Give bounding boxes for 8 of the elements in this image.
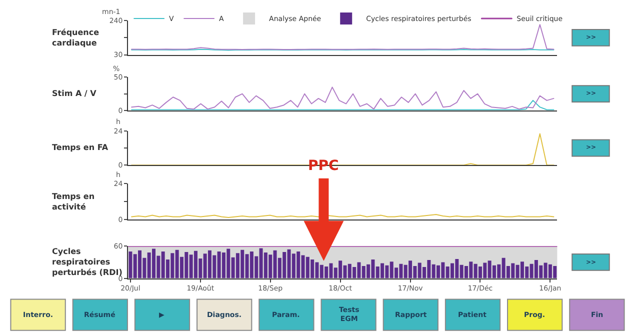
y-axis-title: Fréquence cardiaque (52, 28, 100, 48)
y-axis-title: Temps en FA (52, 143, 109, 152)
line-series (131, 24, 554, 50)
line-series (131, 100, 554, 110)
y-axis-title: Stim A / V (52, 89, 98, 98)
y-axis-title: Temps en activité (52, 192, 95, 212)
y-axis-title: Cycles respiratoires perturbés (RDI) (52, 247, 122, 277)
line-series (131, 86, 554, 110)
